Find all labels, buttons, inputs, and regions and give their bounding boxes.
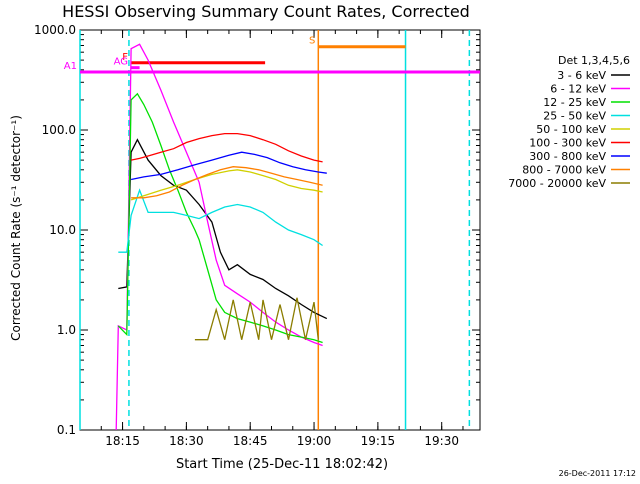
x-tick-label: 18:15 xyxy=(105,434,140,448)
legend-title: Det 1,3,4,5,6 xyxy=(558,54,630,67)
legend-label: 800 - 7000 keV xyxy=(522,164,606,177)
series-line-4 xyxy=(118,188,323,253)
y-tick-label: 1000.0 xyxy=(34,23,76,37)
y-tick-label: 100.0 xyxy=(42,123,76,137)
y-tick-label: 1.0 xyxy=(57,323,76,337)
series-line-2 xyxy=(115,43,323,431)
series-line-5 xyxy=(130,169,323,201)
x-tick-label: 18:45 xyxy=(233,434,268,448)
state-bar-label: A1 xyxy=(64,61,77,72)
series-line-8 xyxy=(131,166,323,199)
x-tick-label: 19:00 xyxy=(297,434,332,448)
x-tick-label: 18:30 xyxy=(169,434,204,448)
legend-label: 300 - 800 keV xyxy=(529,150,606,163)
series-line-6 xyxy=(130,132,323,163)
y-axis-label: Corrected Count Rate (s⁻¹ detector⁻¹) xyxy=(9,115,23,341)
series-line-3 xyxy=(117,92,323,344)
legend-label: 12 - 25 keV xyxy=(543,96,606,109)
legend-label: 3 - 6 keV xyxy=(557,69,606,82)
state-bar-label: S xyxy=(309,36,315,47)
legend-label: 100 - 300 keV xyxy=(529,137,606,150)
series-line-1 xyxy=(118,138,328,320)
x-tick-label: 19:30 xyxy=(424,434,459,448)
y-tick-label: 0.1 xyxy=(57,423,76,437)
plot-frame xyxy=(79,29,481,431)
timestamp: 26-Dec-2011 17:12 xyxy=(559,469,636,478)
state-bar-label: AG xyxy=(114,57,128,68)
chart-title: HESSI Observing Summary Count Rates, Cor… xyxy=(62,2,470,21)
legend-label: 50 - 100 keV xyxy=(536,123,606,136)
series-line-9 xyxy=(194,297,319,341)
legend-label: 25 - 50 keV xyxy=(543,110,606,123)
x-tick-label: 19:15 xyxy=(361,434,396,448)
x-axis-label: Start Time (25-Dec-11 18:02:42) xyxy=(176,457,388,472)
series-line-7 xyxy=(130,151,327,181)
state-bar-label: F xyxy=(122,52,128,63)
legend-label: 6 - 12 keV xyxy=(550,83,606,96)
y-tick-label: 10.0 xyxy=(49,223,76,237)
legend-label: 7000 - 20000 keV xyxy=(508,177,606,190)
